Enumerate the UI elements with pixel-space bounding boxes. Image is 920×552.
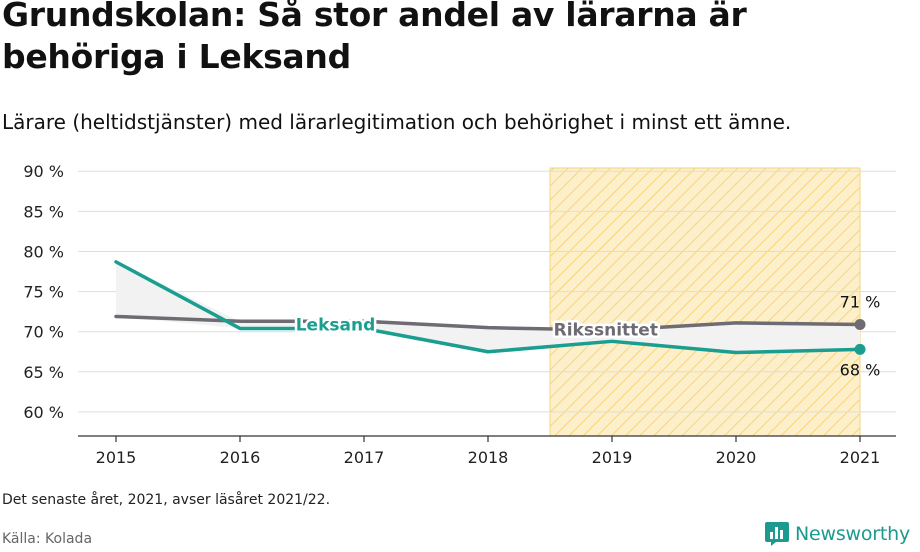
brand-name: Newsworthy	[795, 523, 911, 545]
y-tick-label: 75 %	[23, 283, 64, 302]
highlight-layer	[549, 167, 861, 437]
y-tick-label: 70 %	[23, 323, 64, 342]
chart-bars-icon	[765, 522, 789, 546]
y-tick-label: 80 %	[23, 242, 64, 261]
series-lines	[114, 260, 866, 355]
x-tick-label: 2021	[840, 448, 881, 467]
y-tick-label: 85 %	[23, 202, 64, 221]
chart-title: Grundskolan: Så stor andel av lärarna är…	[2, 0, 747, 76]
x-tick-label: 2018	[468, 448, 509, 467]
x-tick-label: 2020	[716, 448, 757, 467]
brand-logo: Newsworthy	[764, 519, 910, 549]
series-label-rikssnittet: Rikssnittet	[554, 320, 658, 340]
gap-area	[116, 261, 860, 353]
y-tick-label: 90 %	[23, 162, 64, 181]
footnote: Det senaste året, 2021, avser läsåret 20…	[2, 492, 331, 508]
series-label-leksand: Leksand	[296, 315, 376, 335]
series-line-leksand	[114, 260, 862, 355]
x-tick-label: 2017	[344, 448, 385, 467]
series-line-rikssnittet	[114, 314, 862, 332]
x-tick-label: 2019	[592, 448, 633, 467]
x-tick-label: 2016	[220, 448, 261, 467]
series-labels: Leksand Rikssnittet 71 % 68 %	[293, 292, 881, 379]
end-label-rikssnittet: 71 %	[840, 292, 881, 311]
gap-fill	[116, 261, 860, 353]
end-label-leksand: 68 %	[840, 360, 881, 379]
highlight-band	[549, 167, 861, 437]
axes: 2015 2016 2017 2018 2019 2020 2021	[78, 435, 896, 467]
source-note: Källa: Kolada	[2, 531, 93, 547]
gridlines: 60 % 65 % 70 % 75 % 80 % 85 % 90 %	[23, 162, 896, 422]
x-tick-label: 2015	[96, 448, 137, 467]
end-point-leksand	[854, 343, 866, 355]
y-tick-label: 60 %	[23, 403, 64, 422]
y-tick-label: 65 %	[23, 363, 64, 382]
chart-subtitle: Lärare (heltidstjänster) med lärarlegiti…	[2, 110, 792, 134]
end-point-rikssnittet	[854, 318, 866, 330]
